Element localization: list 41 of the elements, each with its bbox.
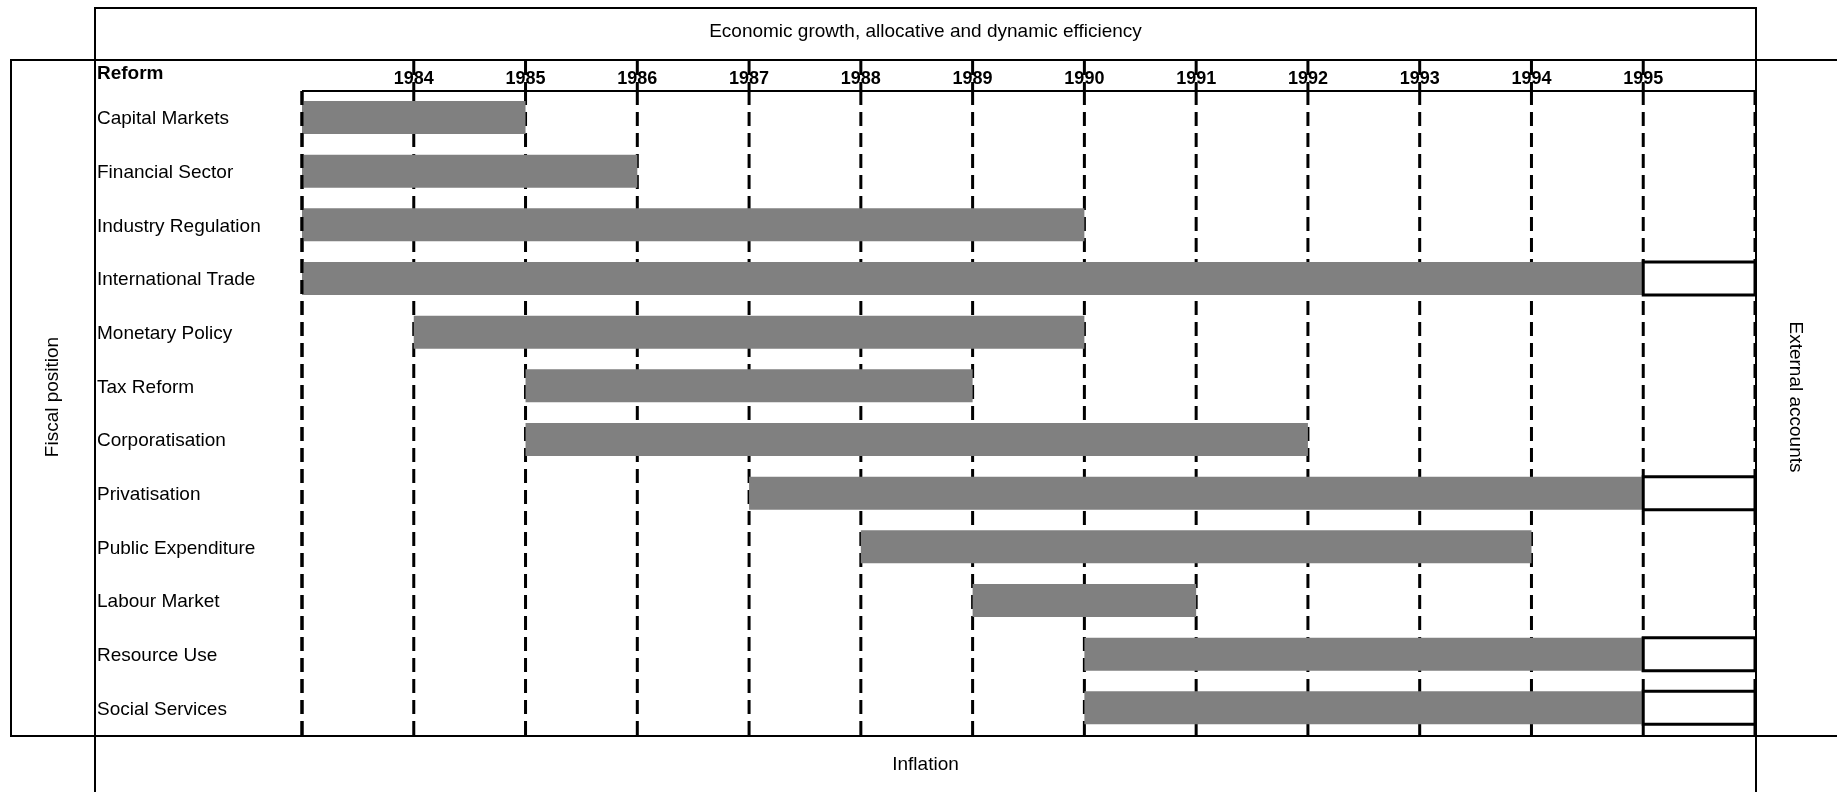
bar [302,208,1085,242]
y-tick-label: Social Services [97,697,227,719]
y-tick-label: International Trade [97,268,256,290]
y-tick-label: Public Expenditure [97,536,256,558]
bar [413,315,1085,349]
y-tick-label: Corporatisation [97,429,226,451]
text: Fiscal position [41,336,63,458]
bar [302,262,1644,295]
y-tick-label: Privatisation [97,483,201,505]
x-tick-label: 1989 [952,68,993,88]
bar [972,584,1197,617]
bar [302,101,526,134]
bar [525,423,1308,456]
bar [1084,691,1644,725]
y-tick-label: Capital Markets [97,107,229,129]
x-tick-label: 1986 [617,68,658,88]
y-tick-label: Financial Sector [97,161,234,183]
x-tick-label: 1984 [393,68,434,88]
x-tick-label: 1991 [1176,68,1217,88]
x-tick-label: 1992 [1287,68,1328,88]
bar [1084,637,1644,671]
bar [860,530,1532,564]
y-tick-label: Tax Reform [97,375,195,397]
text: External accounts [1785,321,1807,473]
bar [749,476,1644,510]
y-axis-title: Reform [97,62,164,84]
text: Inflation [891,753,960,775]
x-tick-label: 1993 [1399,68,1440,88]
y-tick-label: Industry Regulation [97,214,261,236]
bar [525,369,973,403]
y-tick-label: Monetary Policy [97,322,233,344]
x-tick-label: 1987 [729,68,770,88]
x-tick-label: 1995 [1623,68,1664,88]
y-tick-label: Resource Use [97,644,218,666]
text: Economic growth, allocative and dynamic efficiency [708,20,1143,42]
x-tick-label: 1994 [1511,68,1552,88]
x-tick-label: 1988 [840,68,881,88]
x-tick-label: 1990 [1064,68,1105,88]
x-tick-label: 1985 [505,68,546,88]
bar [302,154,638,188]
y-tick-label: Labour Market [97,590,221,612]
